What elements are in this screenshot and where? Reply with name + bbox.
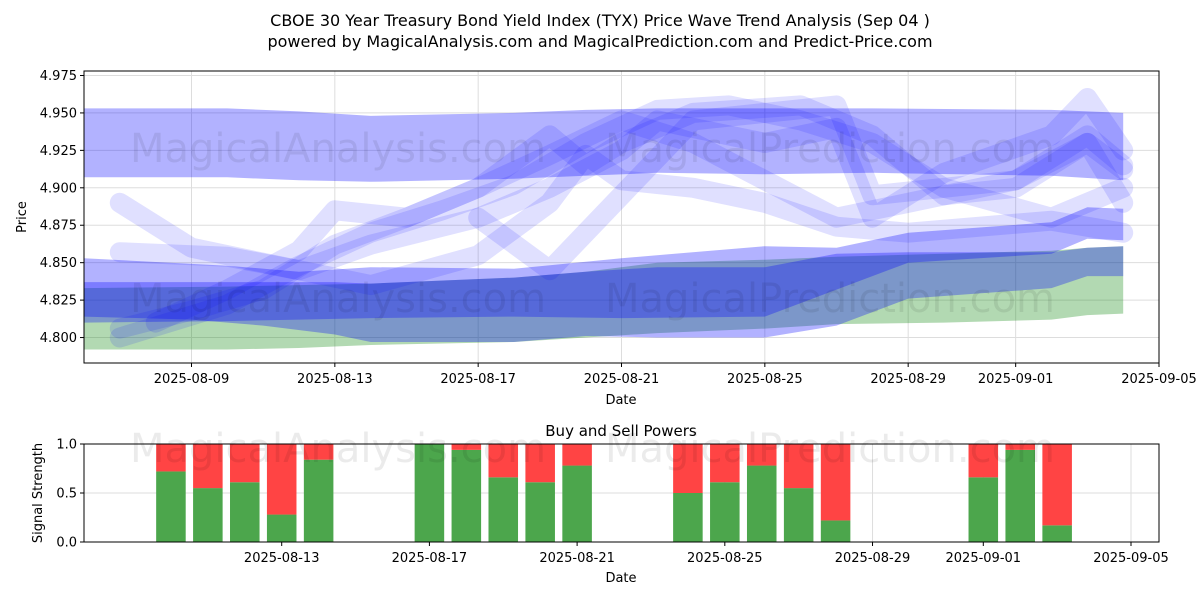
price-x-tick-label: 2025-09-01 [978, 372, 1054, 387]
price-x-tick-label: 2025-08-09 [154, 372, 230, 387]
price-wave-band-0 [84, 108, 1124, 182]
signal-chart-title: Buy and Sell Powers [545, 422, 697, 440]
watermark-text: MagicalPrediction.com [605, 276, 1055, 322]
signal-y-tick-label: 0.0 [56, 536, 77, 551]
buy-bar [820, 520, 851, 542]
buy-bar [303, 459, 334, 542]
watermark-text: MagicalPrediction.com [605, 426, 1055, 472]
price-wave-bands [84, 88, 1134, 350]
price-wave-stroke-8 [109, 144, 1134, 296]
price-x-tick-label: 2025-08-21 [584, 372, 660, 387]
price-wave-stroke-6 [109, 88, 1134, 281]
price-wave-stroke-4 [109, 110, 1134, 339]
buy-bar [673, 493, 703, 542]
price-x-axis-label: Date [605, 393, 636, 408]
buy-bar [783, 488, 814, 542]
buy-bar [746, 465, 777, 542]
buy-bar [525, 482, 555, 542]
buy-bar [156, 471, 186, 542]
price-wave-band-3 [84, 207, 1124, 323]
sell-bar [266, 444, 297, 515]
signal-x-ticks: 2025-08-13 2025-08-17 2025-08-21 2025-08-25… [244, 542, 1169, 566]
signal-y-tick-label: 0.5 [56, 487, 77, 502]
sell-bar [710, 444, 740, 483]
sell-bar [525, 444, 555, 483]
price-y-axis-label: Price [15, 201, 30, 233]
signal-x-tick-label: 2025-08-17 [392, 551, 468, 566]
price-x-tick-label: 2025-08-25 [727, 372, 803, 387]
sell-bar [303, 444, 334, 460]
buy-bar [451, 449, 482, 542]
sell-bar [1005, 444, 1035, 450]
buy-bar [193, 488, 223, 542]
sell-bar [1042, 444, 1072, 526]
price-watermarks: MagicalAnalysis.com MagicalPrediction.com… [130, 126, 1055, 322]
price-wave-stroke-5 [109, 95, 1134, 348]
signal-x-tick-label: 2025-09-01 [946, 551, 1022, 566]
signal-x-tick-label: 2025-08-13 [244, 551, 320, 566]
price-x-ticks: 2025-08-09 2025-08-13 2025-08-17 2025-08-21… [154, 363, 1197, 387]
watermark-text: MagicalAnalysis.com [130, 126, 546, 172]
sell-bar [488, 444, 519, 478]
price-y-tick-label: 4.950 [40, 106, 77, 121]
price-wave-stroke-7 [145, 95, 1134, 333]
figure-subtitle: powered by MagicalAnalysis.com and Magic… [267, 32, 932, 51]
signal-chart: Buy and Sell Powers MagicalAnalysis.com M… [31, 422, 1169, 586]
buy-bar [488, 477, 519, 542]
sell-bar [230, 444, 260, 483]
price-wave-band-2 [84, 246, 1124, 342]
price-wave-stroke-9 [468, 95, 1134, 281]
sell-bar [968, 444, 999, 478]
signal-x-axis-label: Date [605, 571, 636, 586]
signal-bars [156, 444, 1072, 542]
signal-watermarks: MagicalAnalysis.com MagicalPrediction.com [130, 426, 1055, 472]
signal-x-tick-label: 2025-09-05 [1093, 551, 1169, 566]
watermark-text: MagicalAnalysis.com [130, 276, 546, 322]
buy-bar [1042, 525, 1072, 542]
signal-y-axis-label: Signal Strength [31, 443, 46, 543]
signal-x-tick-label: 2025-08-21 [539, 551, 615, 566]
signal-x-tick-label: 2025-08-29 [835, 551, 911, 566]
buy-bar [1005, 449, 1035, 542]
price-y-tick-label: 4.900 [40, 181, 77, 196]
price-y-tick-label: 4.800 [40, 331, 77, 346]
buy-bar [414, 444, 445, 542]
price-y-tick-label: 4.875 [40, 219, 77, 234]
price-wave-band-1 [84, 246, 1124, 350]
signal-y-ticks: 0.0 0.5 1.0 [56, 438, 84, 551]
sell-bar [451, 444, 482, 450]
price-x-tick-label: 2025-08-29 [870, 372, 946, 387]
buy-bar [562, 465, 592, 542]
price-grid [84, 71, 1160, 363]
price-x-tick-label: 2025-09-05 [1121, 372, 1197, 387]
price-y-tick-label: 4.850 [40, 256, 77, 271]
figure-title: CBOE 30 Year Treasury Bond Yield Index (… [270, 11, 930, 30]
watermark-text: MagicalPrediction.com [605, 126, 1055, 172]
buy-bar [710, 482, 740, 542]
signal-y-tick-label: 1.0 [56, 438, 77, 453]
sell-bar [820, 444, 851, 521]
price-x-tick-label: 2025-08-17 [440, 372, 516, 387]
price-y-ticks: 4.800 4.825 4.850 4.875 4.900 4.925 4.950 4.975 [40, 69, 84, 346]
sell-bar [156, 444, 186, 472]
sell-bar [562, 444, 592, 466]
sell-bar [193, 444, 223, 489]
price-chart: MagicalAnalysis.com MagicalPrediction.com… [15, 69, 1197, 408]
watermark-text: MagicalAnalysis.com [130, 426, 546, 472]
signal-x-tick-label: 2025-08-25 [687, 551, 763, 566]
buy-bar [266, 514, 297, 542]
buy-bar [968, 477, 999, 542]
sell-bar [746, 444, 777, 466]
sell-bar [783, 444, 814, 489]
price-y-tick-label: 4.825 [40, 294, 77, 309]
sell-bar [673, 444, 703, 493]
price-y-tick-label: 4.925 [40, 144, 77, 159]
buy-bar [230, 482, 260, 542]
price-x-tick-label: 2025-08-13 [297, 372, 373, 387]
price-y-tick-label: 4.975 [40, 69, 77, 84]
